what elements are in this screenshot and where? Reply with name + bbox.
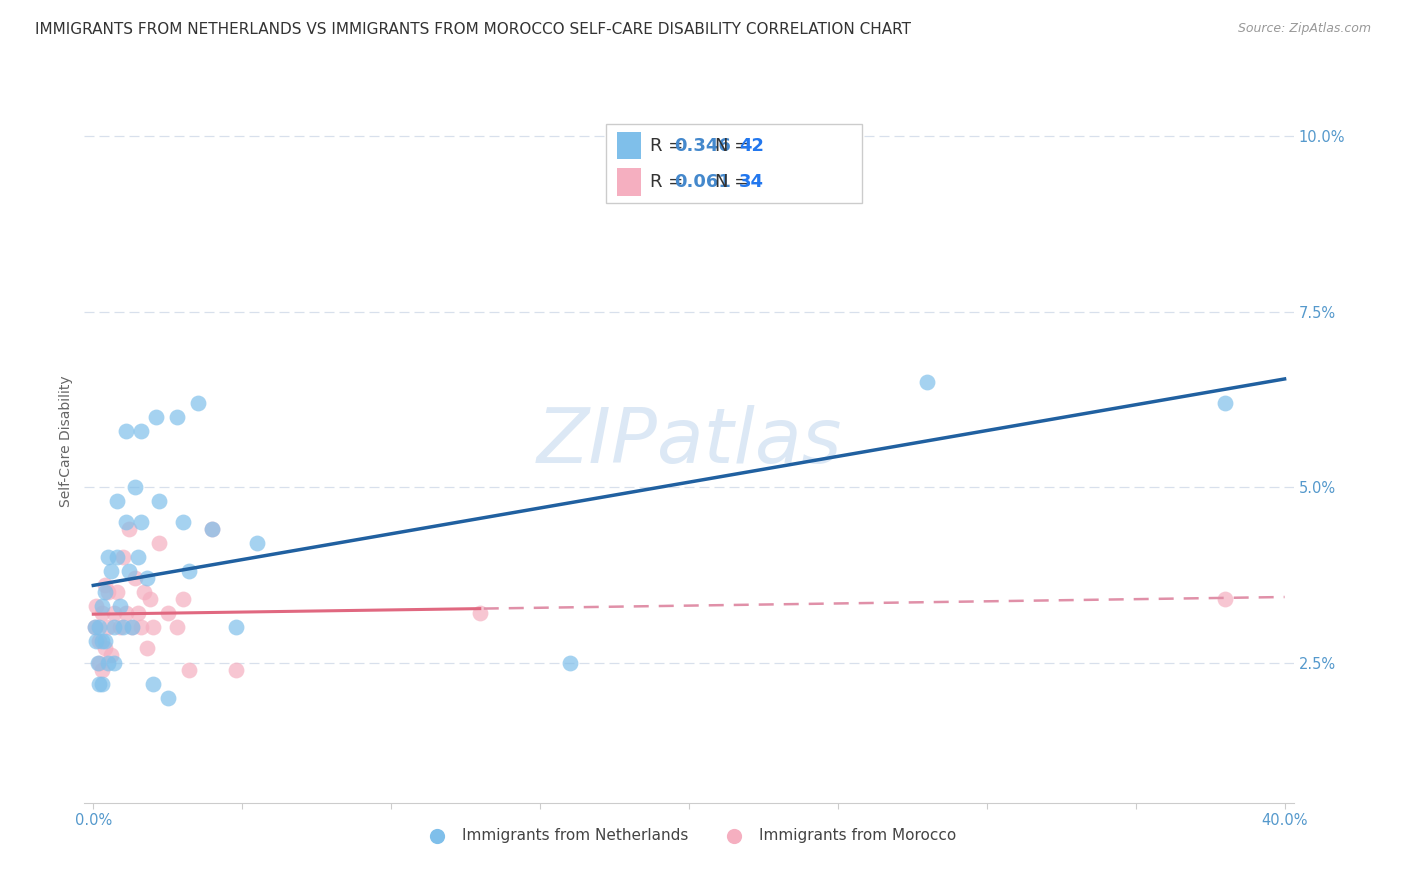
- Point: [148, 494, 170, 508]
- Point: [166, 409, 188, 424]
- Point: [915, 375, 938, 389]
- Point: [84, 634, 107, 648]
- Point: [97, 656, 120, 670]
- Point: [89, 656, 111, 670]
- Point: [108, 599, 131, 614]
- Point: [91, 634, 114, 648]
- Text: 42: 42: [740, 136, 763, 154]
- Point: [100, 648, 122, 663]
- Point: [129, 620, 152, 634]
- Text: R =: R =: [650, 136, 689, 154]
- Point: [127, 607, 149, 621]
- Text: N =: N =: [716, 173, 755, 191]
- Y-axis label: Self-Care Disability: Self-Care Disability: [59, 376, 73, 508]
- Point: [148, 536, 170, 550]
- Point: [186, 396, 208, 410]
- Point: [470, 607, 492, 621]
- Point: [201, 522, 224, 536]
- Point: [129, 424, 152, 438]
- Point: [112, 550, 135, 565]
- Point: [108, 620, 131, 634]
- Point: [118, 564, 141, 578]
- Point: [139, 592, 162, 607]
- Point: [91, 607, 114, 621]
- Point: [225, 620, 247, 634]
- Point: [103, 620, 125, 634]
- Point: [145, 409, 167, 424]
- Point: [118, 522, 141, 536]
- Point: [135, 571, 157, 585]
- Point: [100, 564, 122, 578]
- Point: [97, 620, 120, 634]
- Point: [142, 620, 165, 634]
- Point: [89, 620, 111, 634]
- Point: [94, 634, 117, 648]
- Point: [89, 676, 111, 690]
- Point: [105, 585, 128, 599]
- Point: [156, 607, 179, 621]
- Text: Source: ZipAtlas.com: Source: ZipAtlas.com: [1237, 22, 1371, 36]
- Point: [83, 620, 105, 634]
- Point: [142, 676, 165, 690]
- Point: [94, 641, 117, 656]
- Point: [156, 690, 179, 705]
- Text: 34: 34: [740, 173, 763, 191]
- Point: [91, 599, 114, 614]
- Text: IMMIGRANTS FROM NETHERLANDS VS IMMIGRANTS FROM MOROCCO SELF-CARE DISABILITY CORR: IMMIGRANTS FROM NETHERLANDS VS IMMIGRANT…: [35, 22, 911, 37]
- Point: [89, 634, 111, 648]
- Point: [115, 515, 138, 529]
- Point: [558, 656, 581, 670]
- Point: [83, 620, 105, 634]
- Point: [105, 494, 128, 508]
- Point: [103, 607, 125, 621]
- Point: [124, 571, 146, 585]
- Point: [1213, 396, 1236, 410]
- Point: [115, 424, 138, 438]
- Point: [97, 550, 120, 565]
- Point: [94, 585, 117, 599]
- Point: [87, 656, 110, 670]
- Text: R =: R =: [650, 173, 689, 191]
- Text: N =: N =: [716, 136, 755, 154]
- Point: [91, 663, 114, 677]
- Point: [201, 522, 224, 536]
- Point: [84, 599, 107, 614]
- Point: [135, 641, 157, 656]
- Legend: Immigrants from Netherlands, Immigrants from Morocco: Immigrants from Netherlands, Immigrants …: [416, 822, 962, 849]
- Point: [94, 578, 117, 592]
- Point: [91, 676, 114, 690]
- Point: [121, 620, 143, 634]
- Point: [97, 585, 120, 599]
- Text: 0.061: 0.061: [673, 173, 731, 191]
- Point: [129, 515, 152, 529]
- Text: 0.346: 0.346: [673, 136, 731, 154]
- Point: [172, 515, 194, 529]
- Point: [225, 663, 247, 677]
- Point: [166, 620, 188, 634]
- Point: [132, 585, 155, 599]
- Point: [177, 564, 200, 578]
- Point: [115, 607, 138, 621]
- Point: [105, 550, 128, 565]
- Point: [124, 480, 146, 494]
- Point: [1213, 592, 1236, 607]
- Point: [177, 663, 200, 677]
- Point: [246, 536, 269, 550]
- Point: [172, 592, 194, 607]
- Text: ZIPatlas: ZIPatlas: [536, 405, 842, 478]
- Point: [127, 550, 149, 565]
- Point: [103, 656, 125, 670]
- Point: [112, 620, 135, 634]
- Point: [121, 620, 143, 634]
